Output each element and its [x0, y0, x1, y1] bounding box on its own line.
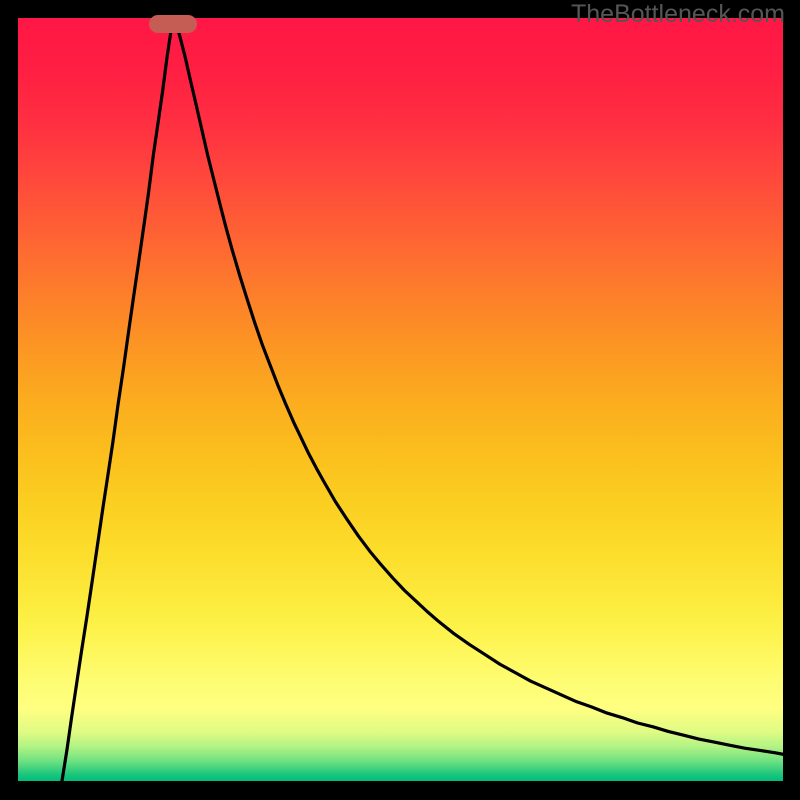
- watermark-text: TheBottleneck.com: [571, 0, 785, 29]
- minimum-marker: [149, 15, 197, 33]
- chart-container: TheBottleneck.com: [0, 0, 800, 800]
- plot-area: [18, 18, 783, 781]
- background-gradient: [18, 18, 783, 781]
